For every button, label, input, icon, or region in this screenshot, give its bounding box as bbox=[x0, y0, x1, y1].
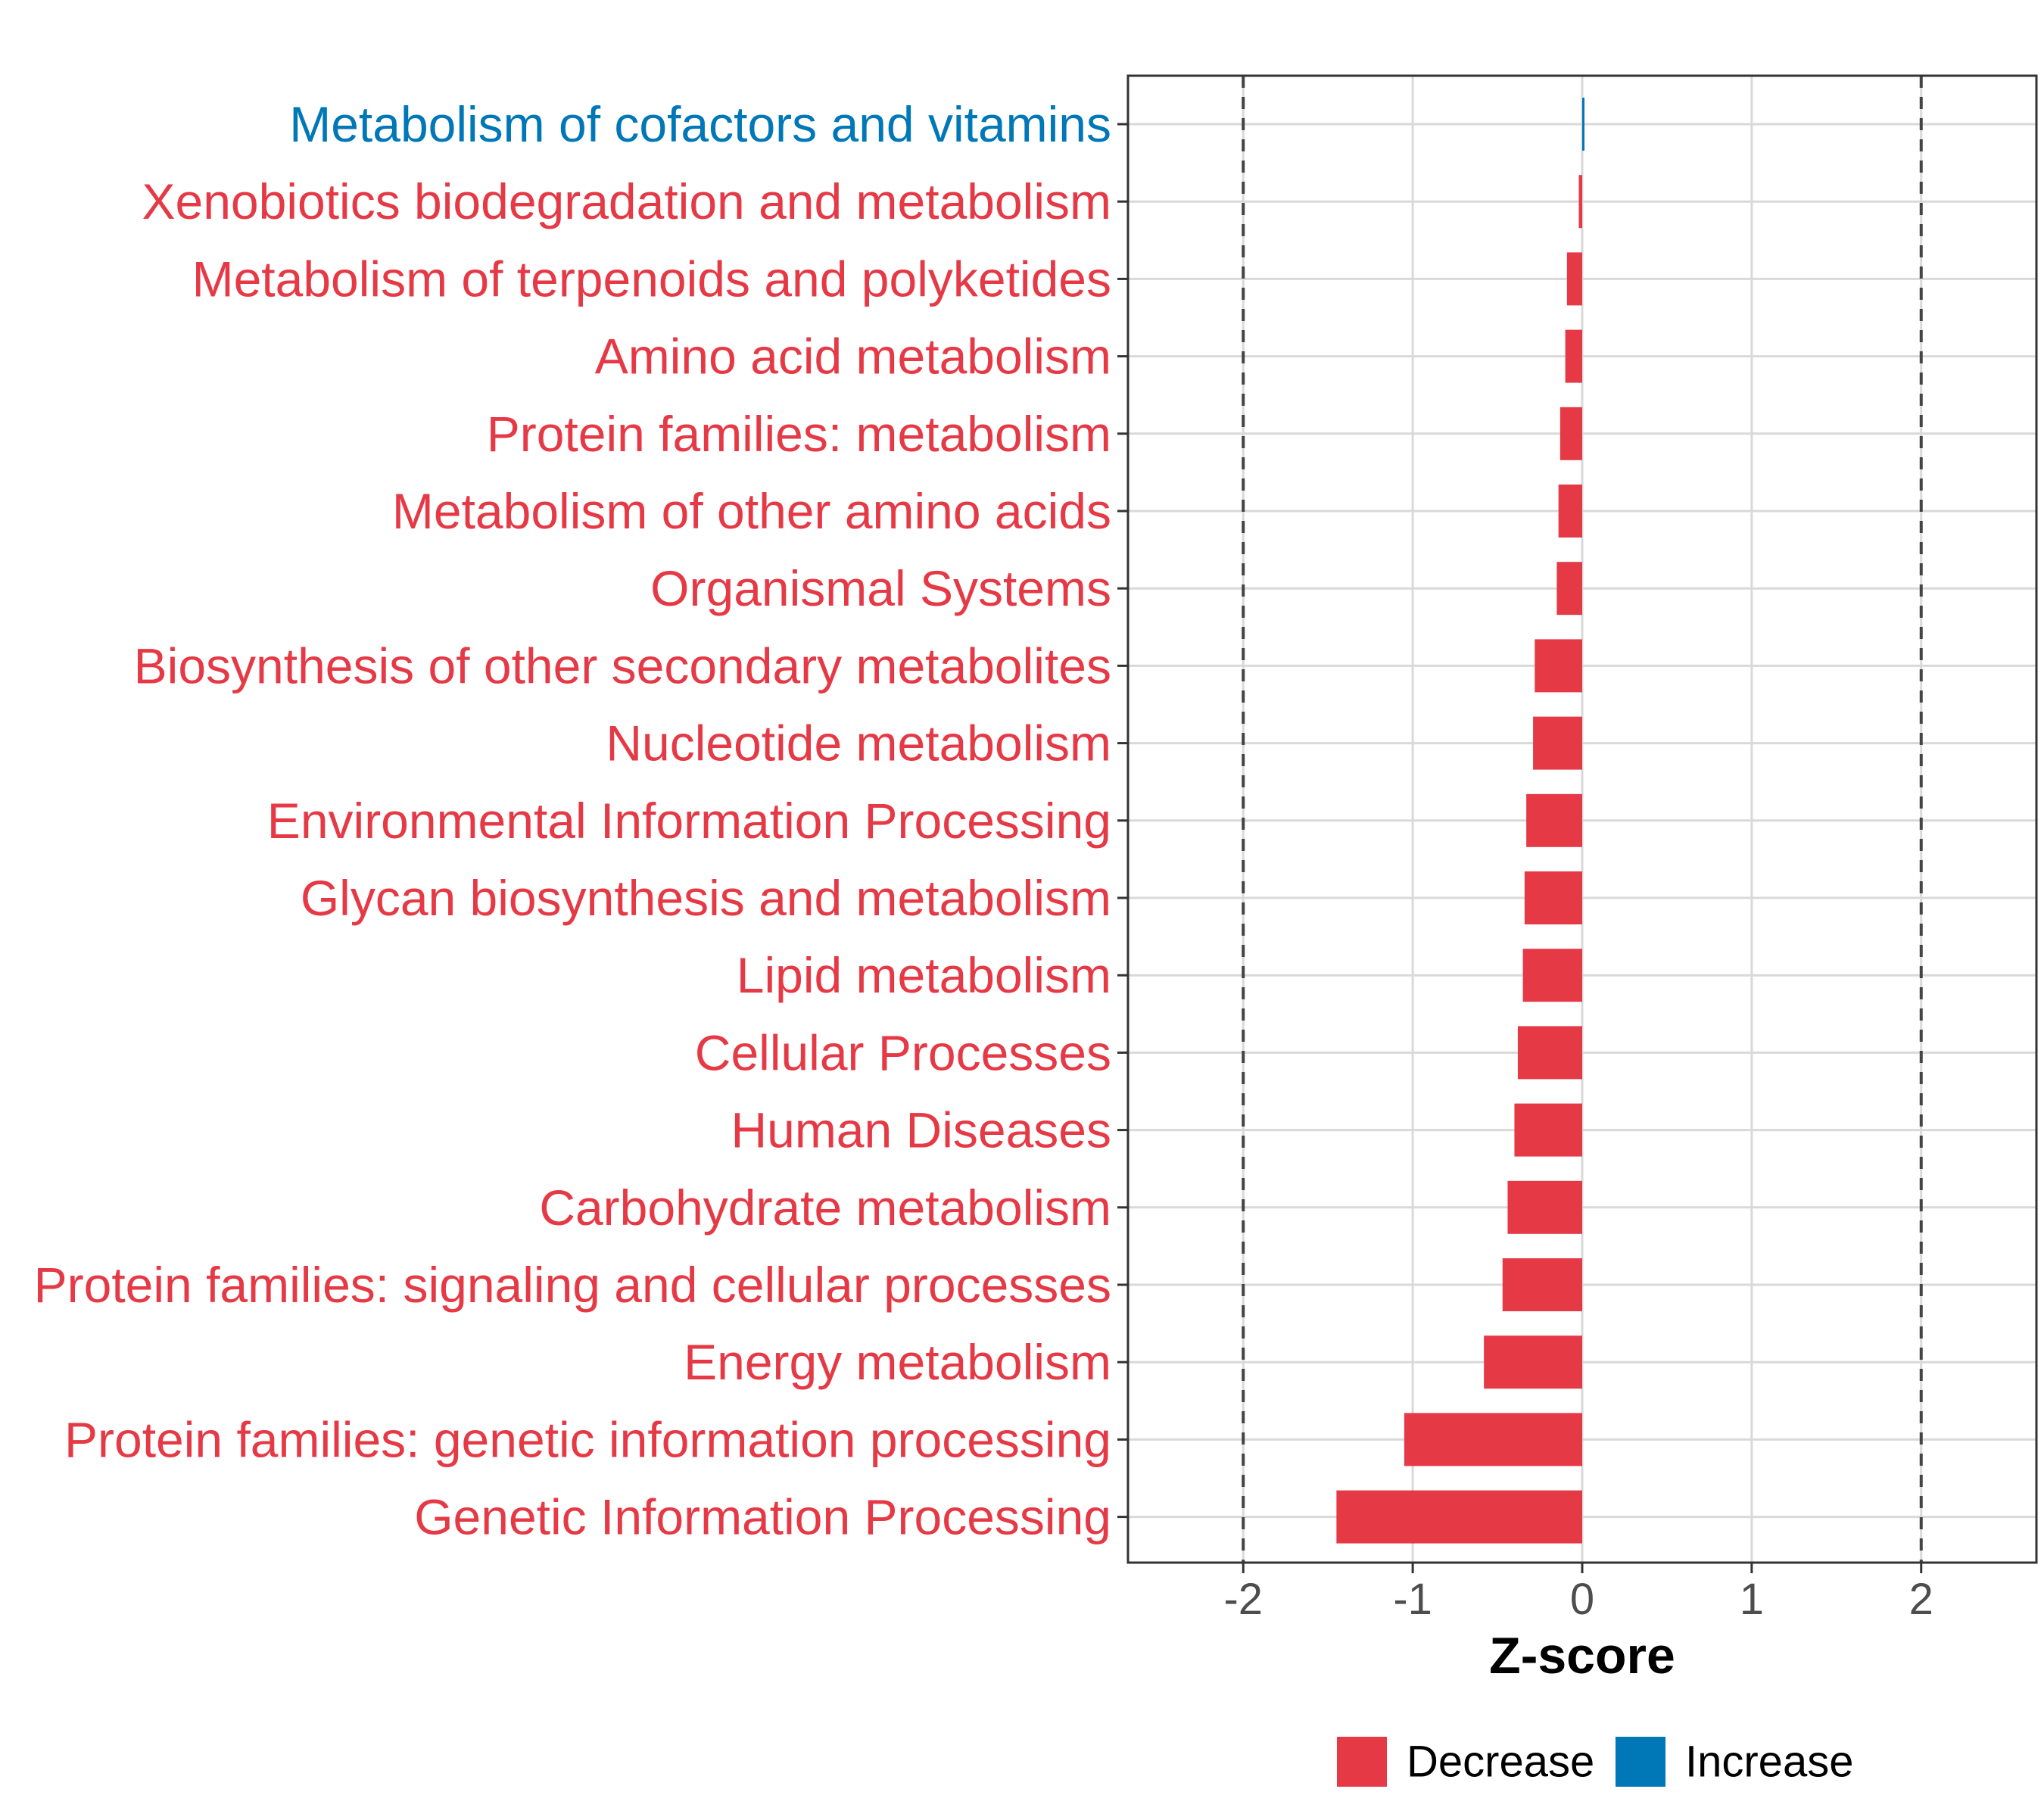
x-axis-ticks: -2 -1 0 1 2 bbox=[1223, 1563, 1933, 1624]
bar-organismal-systems bbox=[1556, 562, 1582, 616]
bar-protein-families-genetic-information-processing bbox=[1404, 1413, 1582, 1466]
category-label-protein-families-signaling-and-cellular-processes: Protein families: signaling and cellular… bbox=[34, 1257, 1111, 1313]
category-label-metabolism-of-cofactors-and-vitamins: Metabolism of cofactors and vitamins bbox=[289, 96, 1111, 152]
category-label-organismal-systems: Organismal Systems bbox=[650, 560, 1111, 616]
category-label-xenobiotics-biodegradation-and-metabolism: Xenobiotics biodegradation and metabolis… bbox=[142, 173, 1112, 229]
legend-key-decrease bbox=[1337, 1737, 1387, 1787]
bar-protein-families-metabolism bbox=[1559, 407, 1582, 460]
bar-genetic-information-processing bbox=[1336, 1490, 1582, 1544]
bars bbox=[1336, 98, 1584, 1544]
category-label-environmental-information-processing: Environmental Information Processing bbox=[267, 793, 1111, 849]
bar-biosynthesis-of-other-secondary-metabolites bbox=[1535, 639, 1582, 693]
category-label-protein-families-genetic-information-processing: Protein families: genetic information pr… bbox=[64, 1411, 1111, 1467]
x-tick-label: 0 bbox=[1570, 1575, 1594, 1624]
legend-label-decrease: Decrease bbox=[1407, 1738, 1594, 1787]
x-tick-label: -2 bbox=[1223, 1575, 1263, 1624]
category-label-carbohydrate-metabolism: Carbohydrate metabolism bbox=[539, 1180, 1111, 1236]
legend: Decrease Increase bbox=[1337, 1737, 1853, 1787]
category-label-metabolism-of-terpenoids-and-polyketides: Metabolism of terpenoids and polyketides bbox=[192, 251, 1111, 307]
category-label-glycan-biosynthesis-and-metabolism: Glycan biosynthesis and metabolism bbox=[301, 870, 1111, 926]
bar-carbohydrate-metabolism bbox=[1507, 1180, 1582, 1234]
bar-metabolism-of-other-amino-acids bbox=[1558, 485, 1582, 538]
category-label-metabolism-of-other-amino-acids: Metabolism of other amino acids bbox=[392, 483, 1111, 539]
y-axis-ticks bbox=[1117, 123, 1128, 1519]
legend-key-increase bbox=[1616, 1737, 1665, 1787]
bar-nucleotide-metabolism bbox=[1533, 716, 1582, 770]
category-label-amino-acid-metabolism: Amino acid metabolism bbox=[595, 329, 1111, 385]
bar-lipid-metabolism bbox=[1522, 949, 1582, 1002]
category-label-protein-families-metabolism: Protein families: metabolism bbox=[487, 406, 1111, 462]
category-label-genetic-information-processing: Genetic Information Processing bbox=[414, 1489, 1111, 1545]
category-label-energy-metabolism: Energy metabolism bbox=[684, 1334, 1111, 1390]
bar-amino-acid-metabolism bbox=[1565, 329, 1582, 383]
bar-metabolism-of-terpenoids-and-polyketides bbox=[1566, 252, 1582, 306]
bar-xenobiotics-biodegradation-and-metabolism bbox=[1578, 175, 1582, 229]
bar-metabolism-of-cofactors-and-vitamins bbox=[1582, 98, 1584, 151]
category-label-cellular-processes: Cellular Processes bbox=[695, 1024, 1111, 1080]
bar-cellular-processes bbox=[1517, 1026, 1582, 1080]
bar-protein-families-signaling-and-cellular-processes bbox=[1502, 1258, 1582, 1311]
bar-glycan-biosynthesis-and-metabolism bbox=[1524, 871, 1582, 924]
category-label-lipid-metabolism: Lipid metabolism bbox=[737, 947, 1111, 1003]
category-labels: Metabolism of cofactors and vitamins Xeno… bbox=[34, 96, 1111, 1545]
bar-energy-metabolism bbox=[1484, 1335, 1582, 1389]
category-label-human-diseases: Human Diseases bbox=[731, 1102, 1111, 1158]
x-tick-label: -1 bbox=[1393, 1575, 1432, 1624]
bar-human-diseases bbox=[1514, 1103, 1582, 1157]
x-axis-title: Z-score bbox=[1489, 1627, 1675, 1685]
reference-lines bbox=[1242, 76, 1923, 1563]
x-tick-label: 1 bbox=[1740, 1575, 1764, 1624]
category-label-biosynthesis-of-other-secondary-metabolites: Biosynthesis of other secondary metaboli… bbox=[134, 637, 1111, 693]
legend-label-increase: Increase bbox=[1685, 1738, 1853, 1787]
category-label-nucleotide-metabolism: Nucleotide metabolism bbox=[606, 715, 1111, 771]
x-tick-label: 2 bbox=[1909, 1575, 1933, 1624]
bar-environmental-information-processing bbox=[1526, 793, 1582, 847]
